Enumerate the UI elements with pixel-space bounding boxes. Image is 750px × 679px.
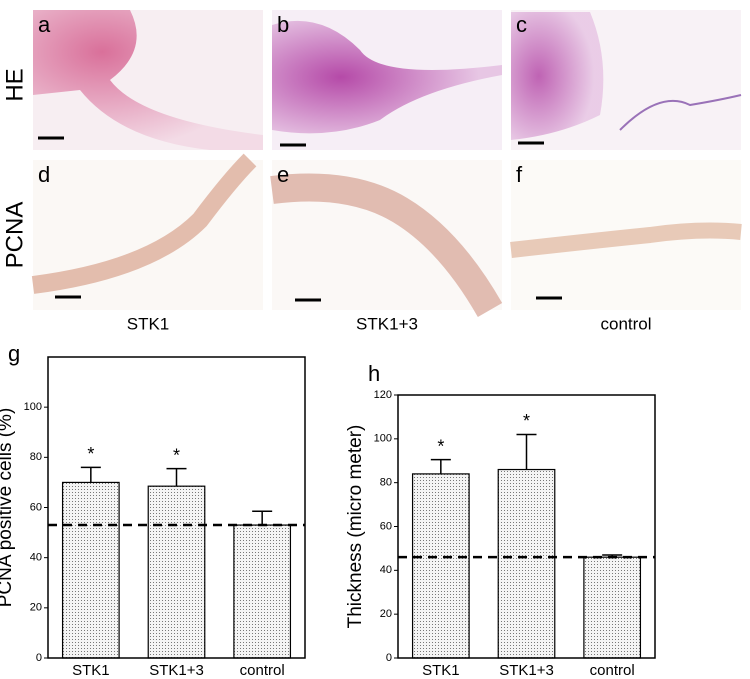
bar xyxy=(411,473,470,659)
y-axis-label: Thickness (micro meter) xyxy=(345,425,366,629)
y-tick-label: 60 xyxy=(30,501,42,513)
panel-letter: f xyxy=(516,162,523,187)
panel-letter: g xyxy=(8,341,20,366)
significance-mark: * xyxy=(173,445,180,465)
y-tick-label: 80 xyxy=(30,451,42,463)
bar xyxy=(233,524,292,659)
y-axis-label: PCNA positive cells (%) xyxy=(0,408,16,608)
panel-letter: a xyxy=(38,12,51,37)
panel-letter: c xyxy=(516,12,527,37)
bar xyxy=(147,485,206,659)
y-tick-label: 0 xyxy=(386,652,392,664)
x-tick-label: STK1+3 xyxy=(499,662,554,679)
row-label: HE xyxy=(1,68,28,101)
column-label: STK1+3 xyxy=(356,314,418,333)
y-tick-label: 0 xyxy=(36,652,42,664)
error-bar xyxy=(516,433,537,470)
bar xyxy=(583,556,642,659)
x-tick-label: control xyxy=(240,662,285,679)
y-tick-label: 80 xyxy=(380,477,392,489)
y-tick-label: 60 xyxy=(380,520,392,532)
significance-mark: * xyxy=(523,411,530,431)
significance-mark: * xyxy=(87,444,94,464)
error-bar xyxy=(430,458,451,474)
y-tick-label: 40 xyxy=(380,564,392,576)
y-tick-label: 100 xyxy=(24,401,42,413)
error-bar xyxy=(252,510,273,526)
error-bar xyxy=(166,467,187,487)
panel-letter: h xyxy=(368,361,380,386)
y-tick-label: 100 xyxy=(374,433,392,445)
plot-frame xyxy=(397,394,656,659)
error-bar xyxy=(80,466,101,483)
y-tick-label: 40 xyxy=(30,552,42,564)
panel-letter: b xyxy=(277,12,289,37)
y-tick-label: 20 xyxy=(380,608,392,620)
x-tick-label: STK1 xyxy=(422,662,460,679)
bar xyxy=(61,481,120,659)
panel-letter: d xyxy=(38,162,50,187)
panel-letter: e xyxy=(277,162,289,187)
column-label: STK1 xyxy=(127,314,170,333)
significance-mark: * xyxy=(437,436,444,456)
column-label: control xyxy=(600,314,651,333)
bar xyxy=(497,468,556,659)
y-tick-label: 20 xyxy=(30,602,42,614)
plot-frame xyxy=(47,356,306,659)
y-tick-label: 120 xyxy=(374,389,392,401)
x-tick-label: control xyxy=(590,662,635,679)
micrographs xyxy=(31,10,742,317)
x-tick-label: STK1+3 xyxy=(149,662,204,679)
x-tick-label: STK1 xyxy=(72,662,110,679)
row-label: PCNA xyxy=(1,202,28,269)
